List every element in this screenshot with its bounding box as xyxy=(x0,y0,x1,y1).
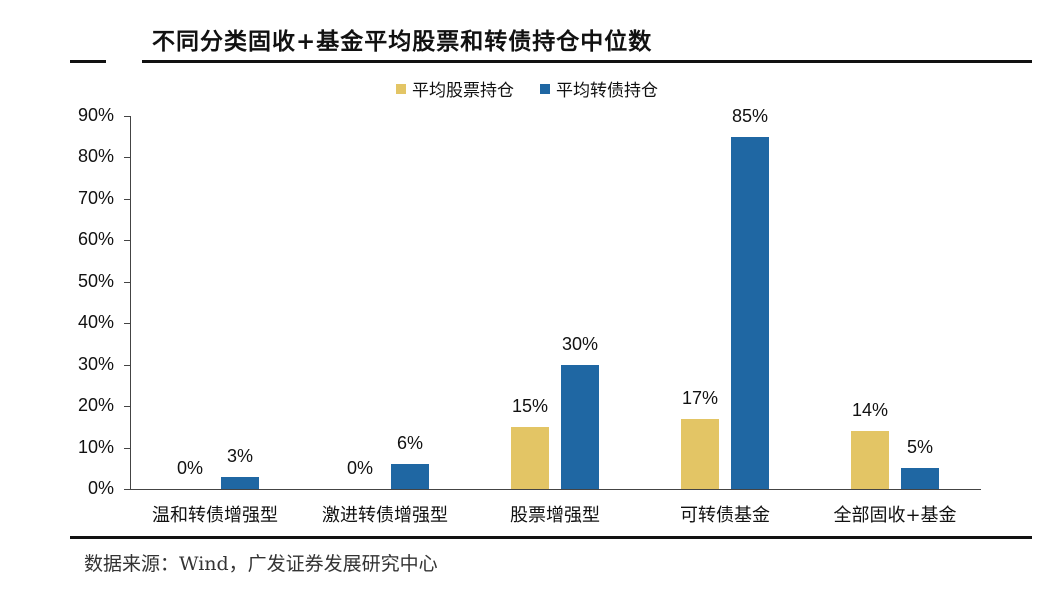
bar-convertible-holding xyxy=(561,364,599,489)
source-rule xyxy=(70,536,1032,539)
x-category-label: 温和转债增强型 xyxy=(152,505,278,526)
y-tick-mark xyxy=(124,157,130,159)
y-tick-mark xyxy=(124,447,130,449)
y-tick-mark xyxy=(124,240,130,242)
legend-item: 平均股票持仓 xyxy=(396,76,514,101)
x-category-label: 全部固收+基金 xyxy=(833,505,957,526)
y-tick-label: 80% xyxy=(77,146,114,167)
bar-value-label: 0% xyxy=(346,458,373,478)
legend-swatch-icon xyxy=(396,83,406,94)
bar-value-label: 17% xyxy=(681,387,719,408)
x-axis xyxy=(130,489,981,490)
legend: 平均股票持仓 平均转债持仓 xyxy=(396,76,658,101)
bar-value-label: 3% xyxy=(226,445,253,466)
source-note: 数据来源：Wind，广发证券发展研究中心 xyxy=(84,553,438,575)
y-tick-mark xyxy=(124,489,130,490)
y-tick-label: 90% xyxy=(77,105,114,125)
y-tick-mark xyxy=(124,281,130,283)
bar-value-label: 0% xyxy=(176,458,203,478)
y-tick-label: 60% xyxy=(77,229,114,250)
chart-title: 不同分类固收+基金平均股票和转债持仓中位数 xyxy=(152,28,653,55)
bar-value-label: 5% xyxy=(906,437,933,458)
x-category-label: 股票增强型 xyxy=(510,505,600,526)
legend-label: 平均股票持仓 xyxy=(412,81,514,101)
y-tick-label: 70% xyxy=(77,187,114,208)
bar-value-label: 15% xyxy=(511,395,549,416)
bar-stock-holding xyxy=(511,426,549,489)
y-tick-mark xyxy=(124,198,130,200)
legend-item: 平均转债持仓 xyxy=(540,76,658,101)
y-axis xyxy=(130,116,131,489)
legend-swatch-icon xyxy=(540,83,550,94)
bar-value-label: 85% xyxy=(731,105,769,126)
bar-convertible-holding xyxy=(901,468,939,489)
y-tick-mark xyxy=(124,364,130,366)
bar-convertible-holding xyxy=(731,136,769,489)
y-tick-mark xyxy=(124,116,130,117)
bar-value-label: 30% xyxy=(561,333,599,354)
bar-value-label: 6% xyxy=(396,433,423,454)
y-tick-label: 40% xyxy=(77,312,114,333)
x-category-label: 激进转债增强型 xyxy=(322,505,448,526)
title-rule-long xyxy=(142,60,1032,63)
y-tick-label: 50% xyxy=(77,270,114,291)
bar-value-label: 14% xyxy=(851,399,889,420)
legend-label: 平均转债持仓 xyxy=(556,81,658,101)
y-tick-label: 10% xyxy=(77,436,114,457)
bar-convertible-holding xyxy=(391,464,429,489)
bar-stock-holding xyxy=(851,430,889,489)
bar-stock-holding xyxy=(681,418,719,489)
y-tick-mark xyxy=(124,406,130,408)
y-tick-label: 0% xyxy=(87,478,114,498)
bar-convertible-holding xyxy=(221,476,259,489)
y-tick-label: 30% xyxy=(77,353,114,374)
y-tick-label: 20% xyxy=(77,395,114,416)
x-category-label: 可转债基金 xyxy=(680,505,770,526)
title-rule-short xyxy=(70,60,106,63)
y-tick-mark xyxy=(124,323,130,325)
